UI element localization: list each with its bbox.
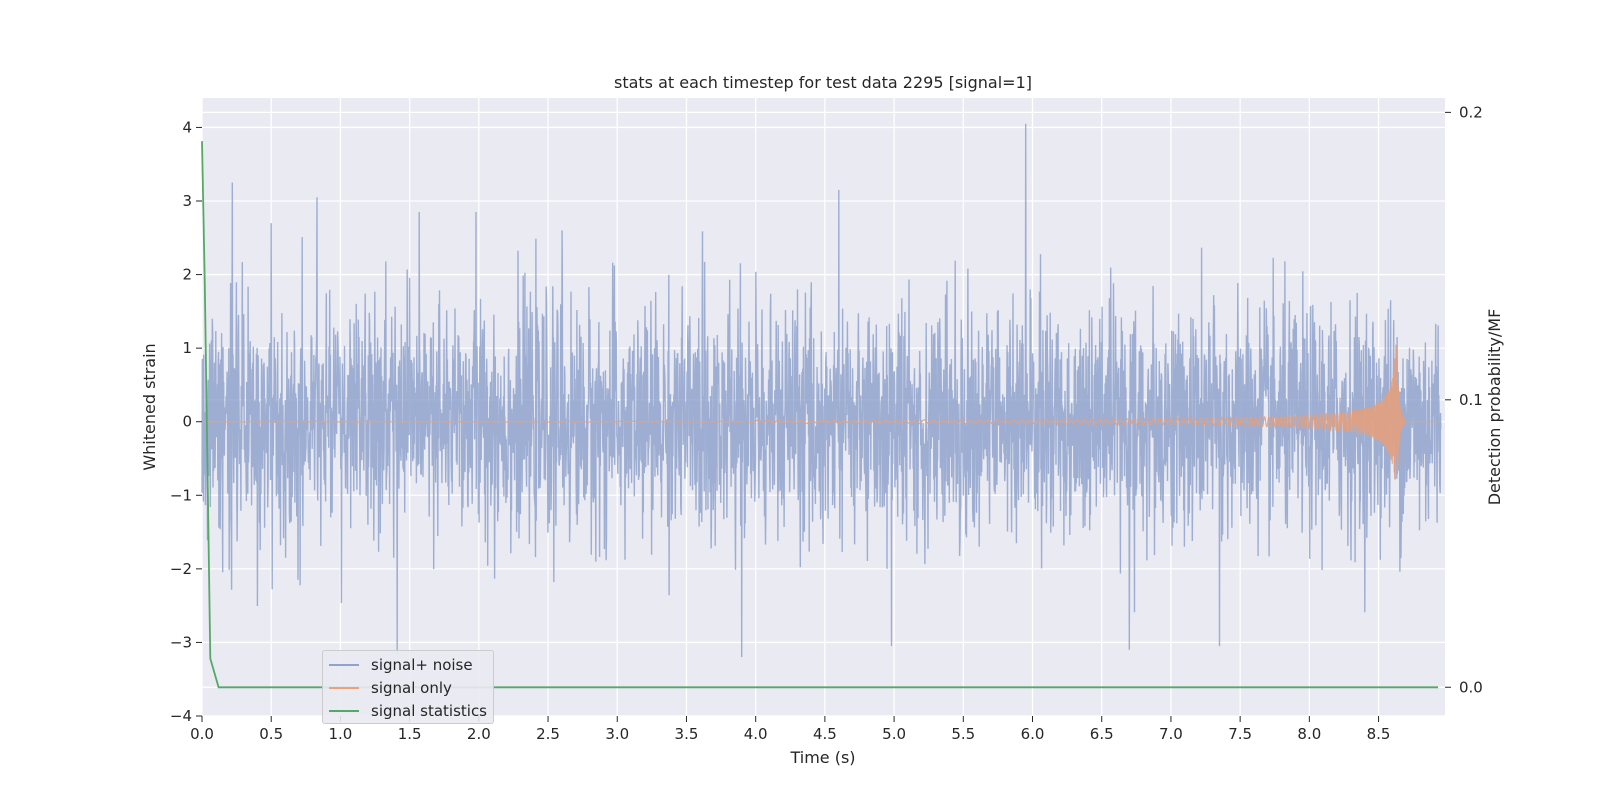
- legend-label-signal-only: signal only: [371, 679, 452, 697]
- legend-swatch-signal-noise: [329, 664, 359, 666]
- signal-noise-series: [201, 123, 1442, 658]
- y-right-tick-label: 0.0: [1459, 678, 1483, 696]
- x-tick-label: 2.0: [467, 725, 491, 743]
- x-tick-label: 5.5: [951, 725, 975, 743]
- signal-noise-line: [201, 123, 1442, 658]
- x-tick-label: 1.5: [398, 725, 422, 743]
- y-tick-label: −2: [170, 560, 192, 578]
- x-tick-label: 2.5: [536, 725, 560, 743]
- chart-title: stats at each timestep for test data 229…: [614, 73, 1032, 92]
- y-right-tick-label: 0.1: [1459, 391, 1483, 409]
- x-tick-label: 0.5: [259, 725, 283, 743]
- y-tick-label: −4: [170, 707, 192, 725]
- y-axis-right-label: Detection probability/MF: [1485, 309, 1504, 506]
- y-tick-label: −3: [170, 633, 192, 651]
- x-tick-label: 7.5: [1228, 725, 1252, 743]
- legend-label-signal-statistics: signal statistics: [371, 702, 488, 720]
- x-tick-label: 0.0: [190, 725, 214, 743]
- y-tick-label: −1: [170, 486, 192, 504]
- x-axis-label: Time (s): [789, 748, 855, 767]
- x-tick-label: 4.0: [744, 725, 768, 743]
- legend-swatch-signal-statistics: [329, 710, 359, 712]
- y-right-tick-label: 0.2: [1459, 103, 1483, 121]
- legend: signal+ noise signal only signal statist…: [322, 650, 494, 724]
- legend-item-signal-only: signal only: [329, 677, 452, 699]
- y-tick-label: 3: [182, 192, 192, 210]
- signal-statistics-series: [201, 141, 1439, 689]
- x-tick-label: 5.0: [882, 725, 906, 743]
- y-tick-label: 4: [182, 118, 192, 136]
- x-tick-label: 6.5: [1090, 725, 1114, 743]
- ticks: 0.0 0.5 1.0 1.5 2.0 2.5 3.0 3.5 4.0 4.5 5.0 5.5 6.0 6…: [170, 103, 1483, 743]
- x-tick-label: 8.0: [1297, 725, 1321, 743]
- legend-swatch-signal-only: [329, 687, 359, 689]
- x-tick-label: 8.5: [1367, 725, 1391, 743]
- y-tick-label: 1: [182, 339, 192, 357]
- signal-statistics-line: [201, 141, 1439, 689]
- signal-only-line: [202, 344, 1441, 479]
- y-tick-label: 2: [182, 266, 192, 284]
- x-tick-label: 7.0: [1159, 725, 1183, 743]
- legend-item-signal-noise: signal+ noise: [329, 654, 473, 676]
- legend-item-signal-statistics: signal statistics: [329, 700, 487, 722]
- x-tick-label: 1.0: [328, 725, 352, 743]
- y-tick-label: 0: [182, 413, 192, 431]
- x-tick-label: 3.0: [605, 725, 629, 743]
- signal-only-series: [202, 344, 1441, 479]
- x-tick-label: 4.5: [813, 725, 837, 743]
- x-tick-label: 3.5: [675, 725, 699, 743]
- x-tick-label: 6.0: [1021, 725, 1045, 743]
- legend-label-signal-noise: signal+ noise: [371, 656, 473, 674]
- y-axis-label: Whitened strain: [140, 343, 159, 470]
